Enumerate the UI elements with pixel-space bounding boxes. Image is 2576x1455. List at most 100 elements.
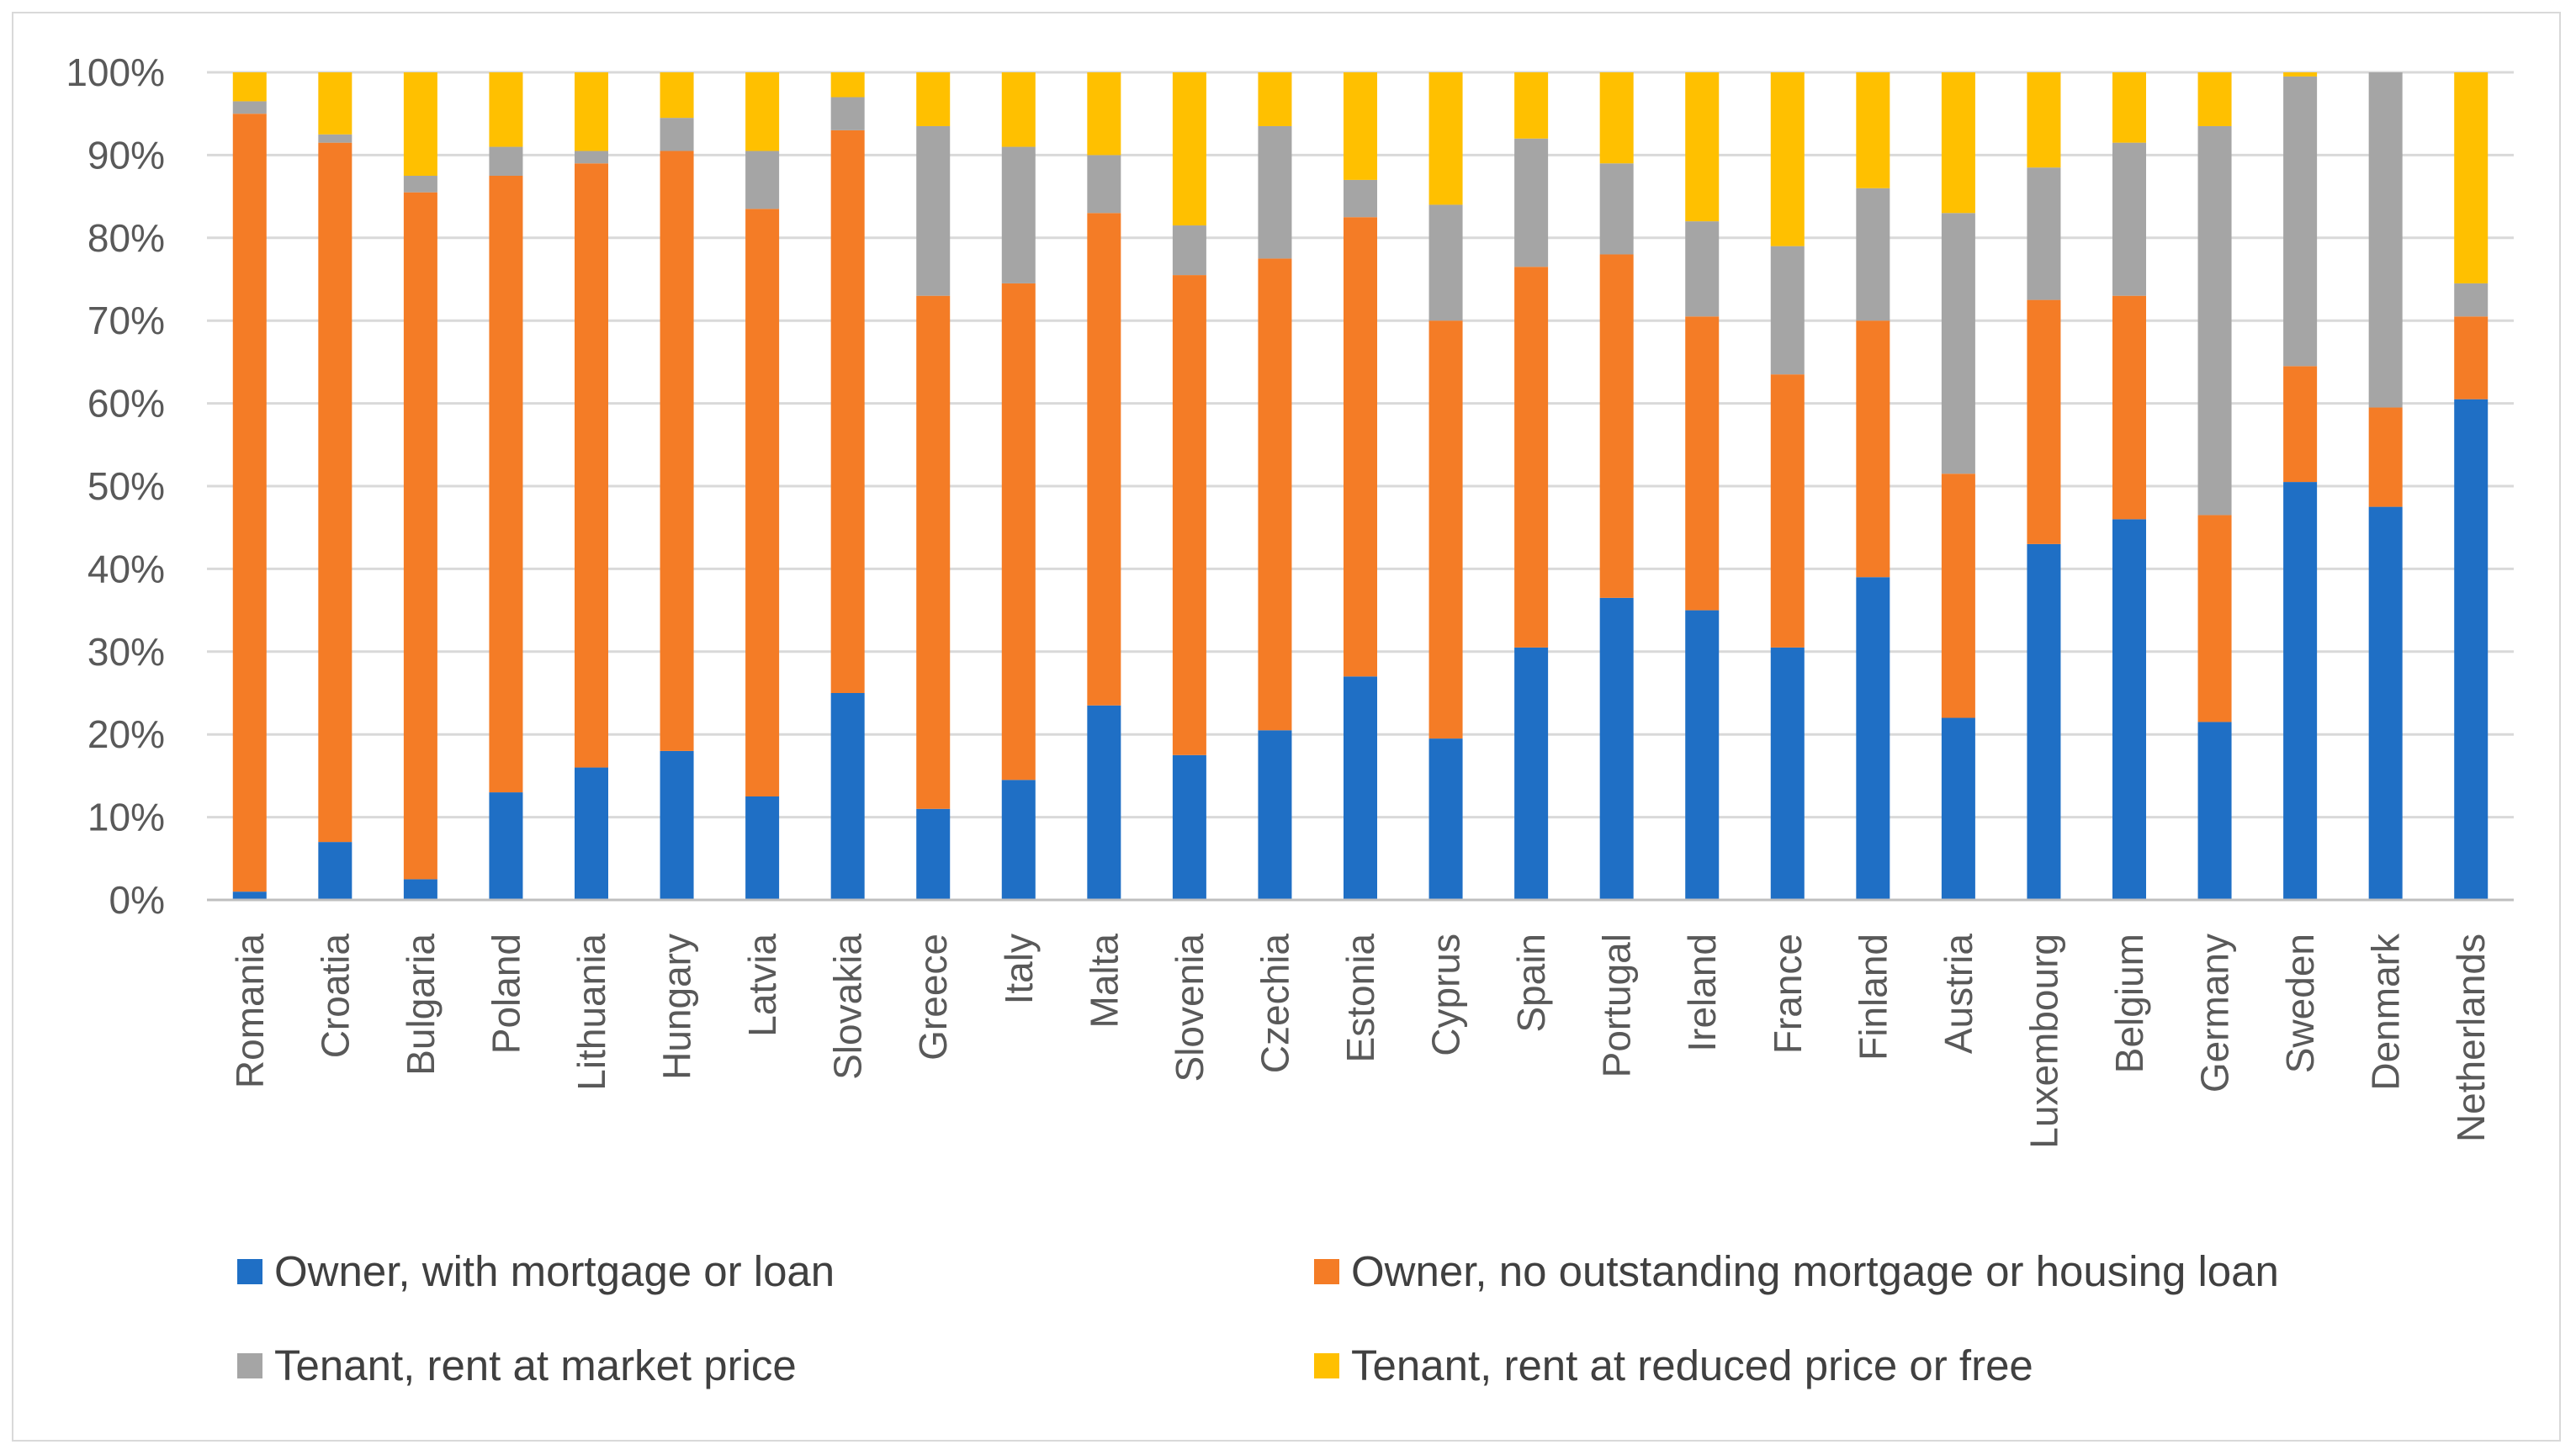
bar-segment <box>403 176 437 193</box>
bar-segment <box>2197 515 2232 722</box>
bar-segment <box>1685 316 1720 611</box>
bar-segment <box>1172 72 1206 226</box>
bar-segment <box>318 142 352 843</box>
bar-segment <box>2283 482 2318 900</box>
bar-segment <box>1514 72 1549 139</box>
legend-label: Tenant, rent at reduced price or free <box>1351 1341 2033 1389</box>
bar-segment <box>745 796 780 900</box>
x-tick-label: Germany <box>2193 934 2237 1093</box>
bar-segment <box>916 295 951 809</box>
bar-segment <box>1856 320 1890 578</box>
bar-segment <box>1087 72 1121 156</box>
x-tick-label: Romania <box>228 934 272 1089</box>
bar-segment <box>1087 213 1121 706</box>
bar-segment <box>1172 754 1206 900</box>
x-tick-label: Netherlands <box>2449 934 2493 1142</box>
bar-segment <box>2197 722 2232 900</box>
bar-segment <box>2368 407 2403 507</box>
bar-segment <box>1685 221 1720 317</box>
x-tick-label: Greece <box>911 934 955 1061</box>
bar-segment <box>2112 72 2146 143</box>
bar-segment <box>2112 519 2146 900</box>
bar-segment <box>660 151 694 751</box>
bar-segment <box>489 792 523 900</box>
x-tick-label: Denmark <box>2364 933 2408 1091</box>
bar-segment <box>660 750 694 900</box>
legend-swatch <box>1314 1352 1339 1378</box>
y-tick-label: 10% <box>87 796 165 839</box>
bar-segment <box>1428 72 1463 205</box>
y-tick-label: 40% <box>87 547 165 590</box>
bar-segment <box>1428 738 1463 900</box>
bar-segment <box>1514 647 1549 900</box>
bar-segment <box>403 192 437 880</box>
x-tick-label: Hungary <box>655 934 699 1080</box>
bar-segment <box>1344 72 1377 180</box>
legend-item-tenant-market: Tenant, rent at market price <box>237 1341 797 1390</box>
bar-segment <box>1941 717 1975 900</box>
bar-segment <box>1941 72 1975 214</box>
bar-segment <box>2027 167 2061 300</box>
bar-segment <box>403 72 437 176</box>
legend-label: Tenant, rent at market price <box>274 1341 797 1389</box>
bar-segment <box>1685 610 1720 900</box>
bar-segment <box>575 151 608 164</box>
chart-frame: 0% 10% 20% 30% 40% 50% 60% 70% 80% 90% 100% Romani… <box>12 12 2561 1442</box>
legend-label: Owner, with mortgage or loan <box>274 1247 835 1295</box>
y-tick-label: 0% <box>109 878 165 922</box>
x-tick-label: Malta <box>1082 934 1126 1029</box>
x-tick-label: Poland <box>484 934 527 1054</box>
x-axis-ticks: Romania Croatia Bulgaria Poland Lithuania Hun… <box>228 933 2493 1149</box>
bar-segment <box>232 892 267 900</box>
legend-swatch <box>237 1258 262 1284</box>
bar-segment <box>1258 258 1292 731</box>
bar-segment <box>2454 283 2489 317</box>
bar-segment <box>1856 188 1890 321</box>
bar-segment <box>745 72 780 151</box>
legend-item-owner-no-mortgage: Owner, no outstanding mortgage or housin… <box>1314 1246 2279 1296</box>
bar-segment <box>916 72 951 126</box>
y-tick-label: 100% <box>66 50 165 94</box>
x-tick-label: Slovakia <box>826 934 870 1080</box>
bar-segment <box>575 72 608 151</box>
y-tick-label: 50% <box>87 464 165 508</box>
bar-segment <box>2454 399 2489 900</box>
x-tick-label: Lithuania <box>570 934 613 1091</box>
bar-segment <box>1685 72 1720 222</box>
bar-segment <box>1599 254 1634 598</box>
bar-segment <box>1001 780 1036 900</box>
bar-segment <box>1087 705 1121 900</box>
y-tick-label: 60% <box>87 382 165 426</box>
bar-segment <box>2027 299 2061 544</box>
stacked-bar-chart: 0% 10% 20% 30% 40% 50% 60% 70% 80% 90% 100% Romani… <box>66 50 2514 1149</box>
x-tick-label: Luxembourg <box>2022 934 2065 1149</box>
bar-segment <box>575 163 608 768</box>
legend-swatch <box>237 1352 262 1378</box>
x-tick-label: Belgium <box>2107 934 2151 1073</box>
bar-segment <box>1428 204 1463 321</box>
x-tick-label: Ireland <box>1680 934 1724 1052</box>
bar-segment <box>1599 597 1634 900</box>
x-tick-label: Austria <box>1937 934 1980 1055</box>
bar-segment <box>1856 577 1890 900</box>
bar-segment <box>1001 283 1036 780</box>
x-tick-label: Bulgaria <box>399 934 443 1076</box>
y-tick-label: 90% <box>87 133 165 177</box>
bar-segment <box>489 146 523 176</box>
x-tick-label: Portugal <box>1595 934 1639 1077</box>
y-tick-label: 70% <box>87 299 165 342</box>
x-tick-label: Italy <box>997 934 1041 1004</box>
bar-segment <box>1941 474 1975 718</box>
x-tick-label: Cyprus <box>1424 934 1468 1056</box>
bar-segment <box>2368 506 2403 900</box>
bar-segment <box>2283 366 2318 483</box>
bar-segment <box>830 693 865 900</box>
bar-segment <box>318 134 352 143</box>
bar-segment <box>575 767 608 900</box>
bar-segment <box>2454 72 2489 283</box>
bar-segment <box>318 842 352 900</box>
legend-label: Owner, no outstanding mortgage or housin… <box>1351 1247 2279 1295</box>
bar-segment <box>916 808 951 900</box>
y-tick-label: 80% <box>87 216 165 260</box>
x-tick-label: Croatia <box>313 934 357 1059</box>
